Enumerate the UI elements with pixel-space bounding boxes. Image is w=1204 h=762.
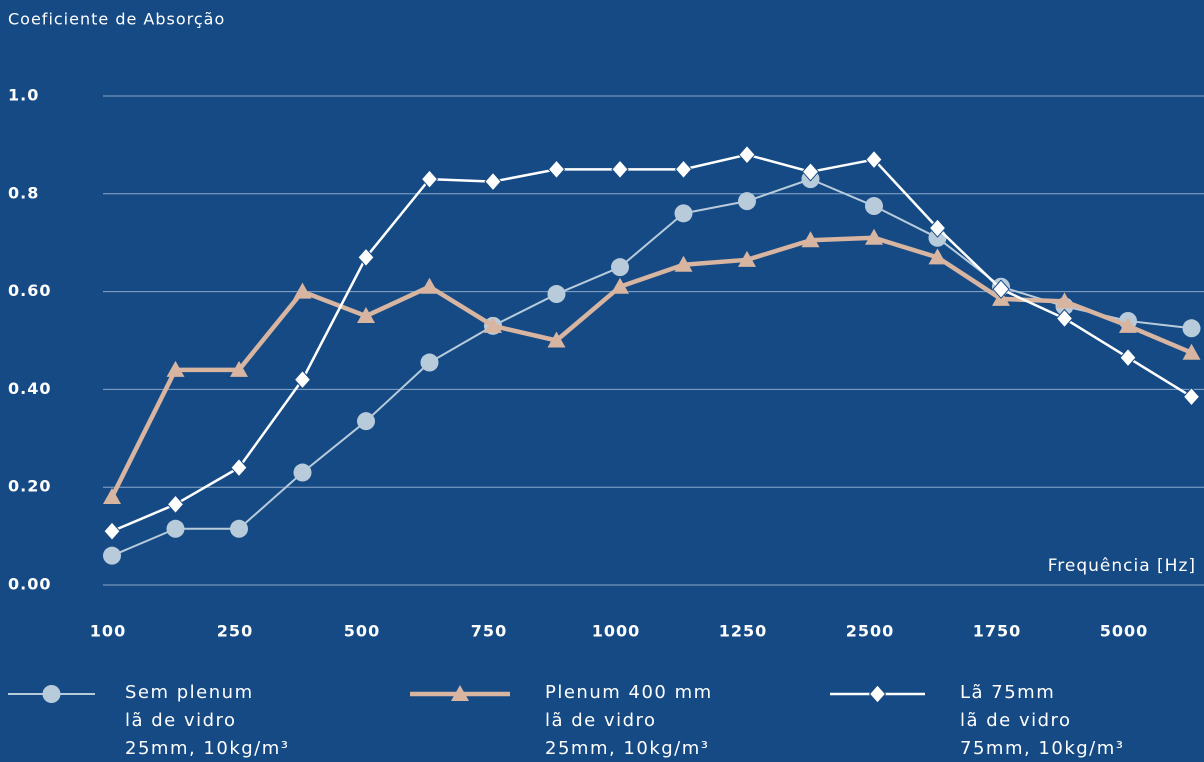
point [166, 360, 185, 377]
point [420, 277, 439, 294]
series-line [111, 153, 1193, 533]
point [674, 159, 693, 180]
point [357, 412, 375, 431]
point [674, 204, 693, 223]
point [1055, 308, 1074, 329]
point [103, 521, 121, 541]
point [230, 519, 248, 538]
point [166, 494, 185, 515]
y-tick-label: 0.40 [8, 379, 51, 398]
point [1182, 386, 1201, 407]
point [293, 463, 312, 482]
point [738, 250, 756, 267]
point [865, 228, 883, 245]
point [357, 307, 375, 324]
point [611, 277, 629, 294]
x-tick-label: 1750 [973, 622, 1022, 641]
point [293, 369, 312, 390]
point [230, 457, 248, 478]
y-tick-label: 0.20 [8, 477, 51, 496]
point [1119, 347, 1137, 368]
point [103, 487, 121, 504]
point [420, 353, 439, 372]
legend-label: Plenum 400 mm lã de vidro 25mm, 10kg/m³ [545, 682, 713, 759]
x-tick-label: 750 [471, 622, 507, 641]
point [801, 231, 820, 248]
series-line [109, 235, 1193, 498]
x-tick-label: 250 [217, 622, 253, 641]
legend-label: Lã 75mm lã de vidro 75mm, 10kg/m³ [960, 682, 1125, 759]
point [357, 247, 375, 268]
x-tick-label: 1250 [719, 622, 768, 641]
point [865, 149, 883, 170]
x-tick-label: 5000 [1100, 622, 1149, 641]
series-line [111, 178, 1192, 557]
point [1119, 316, 1137, 333]
y-tick-label: 0.60 [8, 281, 51, 300]
x-tick-label: 100 [90, 622, 126, 641]
point [1182, 319, 1201, 338]
legend-marker [451, 685, 469, 701]
point [674, 255, 693, 272]
point [547, 285, 566, 304]
point [738, 144, 756, 165]
point [1055, 292, 1074, 309]
x-tick-label: 500 [344, 622, 380, 641]
x-tick-label: 2500 [846, 622, 895, 641]
legend-label: Sem plenum lã de vidro 25mm, 10kg/m³ [125, 682, 290, 759]
point [484, 171, 502, 192]
legend-marker [42, 685, 61, 703]
point [484, 316, 502, 333]
point [611, 159, 629, 180]
point [611, 258, 629, 277]
point [1182, 343, 1201, 360]
point [865, 197, 883, 216]
y-tick-label: 1.0 [8, 86, 39, 105]
point [420, 169, 439, 189]
point [103, 546, 121, 565]
point [928, 248, 947, 265]
point [293, 282, 312, 299]
y-axis-title: Coeficiente de Absorção [8, 10, 225, 29]
y-tick-label: 0.8 [8, 183, 39, 202]
y-tick-label: 0.00 [8, 575, 51, 594]
point [992, 279, 1010, 299]
point [230, 360, 248, 377]
point [547, 331, 566, 348]
legend-marker [868, 684, 887, 704]
point [801, 162, 820, 182]
x-tick-label: 1000 [592, 622, 641, 641]
point [166, 519, 185, 538]
point [738, 192, 756, 211]
point [547, 159, 566, 180]
point [928, 218, 947, 238]
x-axis-title: Frequência [Hz] [1048, 556, 1196, 576]
